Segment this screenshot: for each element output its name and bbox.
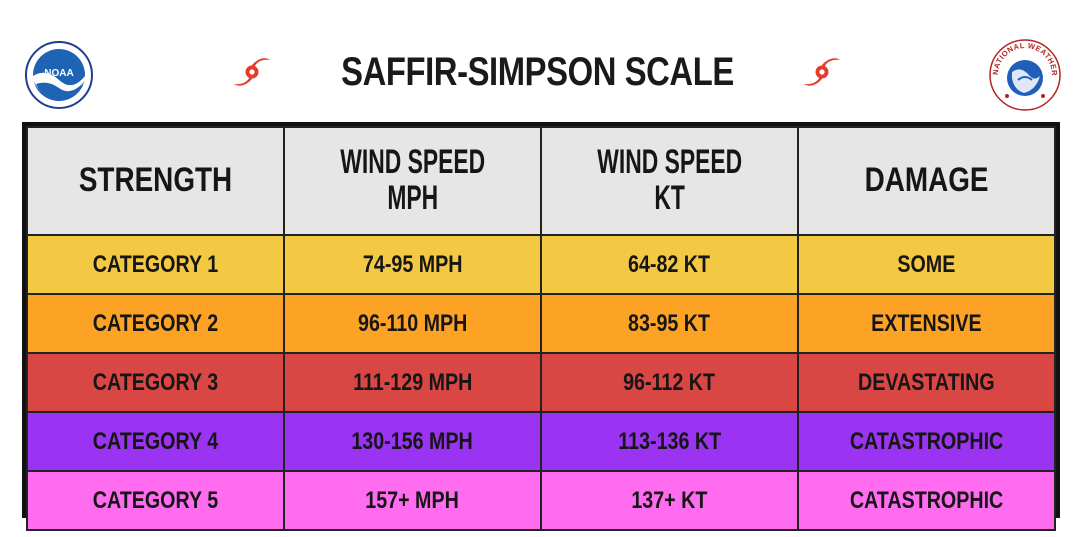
hurricane-icon xyxy=(804,58,841,86)
damage-cell: CATASTROPHIC xyxy=(797,470,1056,531)
column-header-damage: DAMAGE xyxy=(797,126,1056,236)
strength-cell: CATEGORY 5 xyxy=(26,470,285,531)
table-row: CATEGORY 1 74-95 MPH 64-82 KT SOME xyxy=(26,234,1056,295)
table-row: CATEGORY 3 111-129 MPH 96-112 KT DEVASTA… xyxy=(26,352,1056,413)
table-row: CATEGORY 5 157+ MPH 137+ KT CATASTROPHIC xyxy=(26,470,1056,531)
page-title: SAFFIR-SIMPSON SCALE xyxy=(340,49,734,94)
column-header-wind-speed-mph: WIND SPEED MPH xyxy=(283,126,542,236)
damage-cell: EXTENSIVE xyxy=(797,293,1056,354)
column-header-strength: STRENGTH xyxy=(26,126,285,236)
damage-cell: DEVASTATING xyxy=(797,352,1056,413)
strength-cell: CATEGORY 3 xyxy=(26,352,285,413)
wind-mph-cell: 74-95 MPH xyxy=(283,234,542,295)
hurricane-icon xyxy=(233,58,270,86)
nws-logo: NATIONAL WEATHER SERVICE xyxy=(988,38,1061,111)
table-row: CATEGORY 2 96-110 MPH 83-95 KT EXTENSIVE xyxy=(26,293,1056,354)
wind-kt-cell: 64-82 KT xyxy=(540,234,799,295)
wind-mph-cell: 96-110 MPH xyxy=(283,293,542,354)
wind-kt-cell: 96-112 KT xyxy=(540,352,799,413)
strength-cell: CATEGORY 2 xyxy=(26,293,285,354)
table-header-row: STRENGTH WIND SPEED MPH WIND SPEED KT DAMA… xyxy=(26,126,1056,236)
damage-cell: SOME xyxy=(797,234,1056,295)
wind-mph-cell: 130-156 MPH xyxy=(283,411,542,472)
header: NOAA SAFFIR-SIMPSON SCALE NATIONAL WEATH… xyxy=(0,0,1074,120)
wind-kt-cell: 83-95 KT xyxy=(540,293,799,354)
damage-cell: CATASTROPHIC xyxy=(797,411,1056,472)
saffir-simpson-table: STRENGTH WIND SPEED MPH WIND SPEED KT DAMA… xyxy=(22,122,1060,531)
noaa-logo: NOAA xyxy=(25,41,93,109)
table-row: CATEGORY 4 130-156 MPH 113-136 KT CATAST… xyxy=(26,411,1056,472)
strength-cell: CATEGORY 4 xyxy=(26,411,285,472)
svg-text:NOAA: NOAA xyxy=(44,68,73,79)
wind-mph-cell: 111-129 MPH xyxy=(283,352,542,413)
strength-cell: CATEGORY 1 xyxy=(26,234,285,295)
column-header-wind-speed-kt: WIND SPEED KT xyxy=(540,126,799,236)
wind-mph-cell: 157+ MPH xyxy=(283,470,542,531)
wind-kt-cell: 113-136 KT xyxy=(540,411,799,472)
wind-kt-cell: 137+ KT xyxy=(540,470,799,531)
